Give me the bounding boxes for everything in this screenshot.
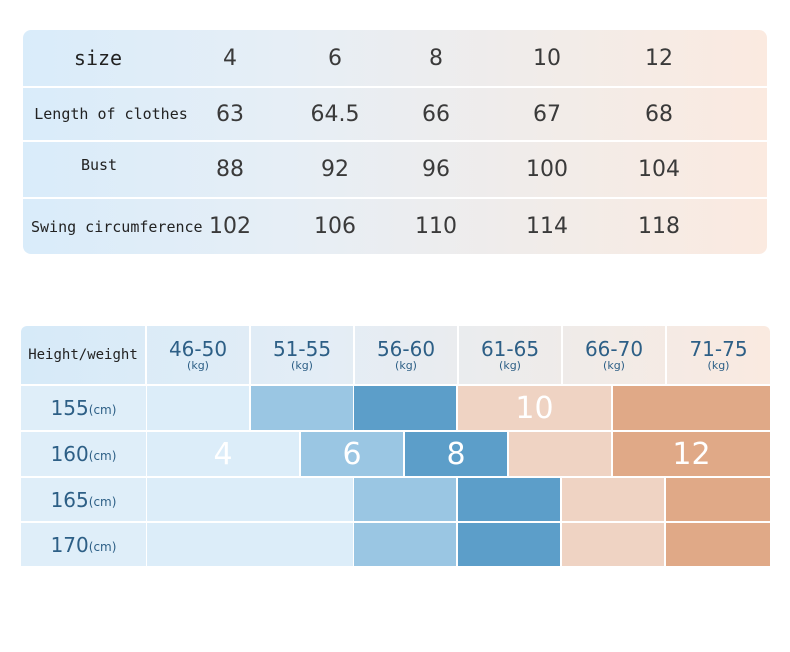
size-label-12: 12 — [672, 436, 711, 472]
size-value: 114 — [526, 214, 568, 239]
weight-header: 56-60 (kg) — [355, 326, 457, 384]
size-block-12 — [666, 523, 770, 566]
size-value: 63 — [216, 101, 244, 127]
row-divider — [23, 86, 767, 88]
weight-unit: (kg) — [291, 359, 313, 372]
size-value: 102 — [209, 214, 251, 239]
size-block-10 — [562, 523, 664, 566]
size-header-label: size — [73, 46, 123, 70]
size-header-cell: 4 — [223, 45, 237, 71]
size-value: 64.5 — [310, 101, 360, 127]
size-block-4 — [147, 386, 249, 430]
column-divider — [665, 326, 667, 384]
weight-range: 71-75 — [689, 337, 748, 361]
size-block-4: 4 — [147, 432, 299, 476]
corner-label: Height/weight — [28, 347, 138, 363]
size-header-cell: 6 — [328, 45, 342, 71]
size-label-6: 6 — [342, 436, 362, 472]
weight-range: 46-50 — [168, 337, 228, 361]
row-label: Swing circumference — [31, 217, 203, 236]
size-block-10: 10 — [458, 386, 611, 430]
column-divider — [561, 326, 563, 384]
size-block-12 — [666, 478, 770, 521]
height-unit: (cm) — [88, 449, 117, 463]
row-label: Length of clothes — [34, 105, 188, 123]
height-value: 155 — [50, 396, 89, 420]
size-header-cell: 8 — [429, 45, 443, 71]
row-label: Bust — [80, 156, 118, 174]
size-header-cell: 12 — [645, 45, 673, 71]
weight-unit: (kg) — [499, 359, 521, 372]
size-value: 106 — [314, 214, 356, 239]
height-label: 165 (cm) — [21, 478, 146, 521]
weight-unit: (kg) — [603, 359, 625, 372]
weight-range: 61-65 — [480, 337, 540, 361]
size-value: 67 — [533, 101, 561, 127]
size-row-bust: Bust 88 92 96 100 104 — [23, 142, 767, 197]
size-block-4 — [147, 523, 353, 566]
weight-range: 66-70 — [584, 337, 644, 361]
size-header-row: size 4 6 8 10 12 — [23, 30, 767, 86]
height-label: 170 (cm) — [21, 523, 146, 566]
size-label-4: 4 — [213, 436, 233, 472]
height-unit: (cm) — [88, 494, 117, 509]
size-row-length: Length of clothes 63 64.5 66 67 68 — [23, 88, 767, 140]
weight-unit: (kg) — [707, 359, 730, 372]
weight-unit: (kg) — [187, 359, 209, 372]
row-divider — [23, 140, 767, 142]
size-block-10 — [562, 478, 664, 521]
weight-header: 61-65 (kg) — [459, 326, 561, 384]
size-block-8 — [458, 523, 560, 566]
size-block-8 — [458, 478, 560, 521]
size-value: 68 — [645, 101, 673, 127]
height-unit: (cm) — [88, 539, 117, 554]
size-header-cell: 10 — [533, 45, 561, 71]
column-divider — [145, 326, 147, 384]
height-label: 155 (cm) — [21, 386, 146, 430]
size-value: 110 — [415, 214, 457, 239]
size-label-8: 8 — [446, 436, 466, 472]
size-block-4 — [147, 478, 353, 521]
column-divider — [457, 326, 459, 384]
size-table: size 4 6 8 10 12 Length of clothes 63 64… — [23, 30, 767, 254]
size-block-6 — [251, 386, 353, 430]
height-unit: (cm) — [88, 403, 117, 417]
size-value: 88 — [216, 157, 244, 182]
weight-header: 71-75 (kg) — [667, 326, 770, 384]
size-value: 118 — [638, 214, 680, 239]
height-value: 165 — [50, 487, 89, 512]
column-divider — [353, 326, 355, 384]
size-value: 92 — [321, 157, 349, 182]
column-divider — [249, 326, 251, 384]
size-block-8: 8 — [405, 432, 507, 476]
size-value: 104 — [638, 157, 680, 182]
size-block-6: 6 — [301, 432, 403, 476]
row-divider — [23, 197, 767, 199]
size-block-6 — [354, 478, 456, 521]
size-block-12 — [613, 386, 770, 430]
height-value: 170 — [50, 532, 89, 557]
size-block-6 — [354, 523, 456, 566]
size-block-10 — [509, 432, 611, 476]
size-value: 66 — [422, 101, 450, 127]
weight-range: 56-60 — [376, 337, 436, 361]
weight-unit: (kg) — [395, 359, 417, 372]
size-label-10: 10 — [515, 390, 554, 426]
weight-header: 66-70 (kg) — [563, 326, 665, 384]
size-value: 96 — [422, 157, 450, 182]
weight-header: 46-50 (kg) — [147, 326, 249, 384]
size-block-8 — [354, 386, 456, 430]
weight-header: 51-55 (kg) — [251, 326, 353, 384]
size-row-swing: Swing circumference 102 106 110 114 118 — [23, 199, 767, 254]
height-label: 160 (cm) — [21, 432, 146, 476]
size-value: 100 — [526, 157, 568, 182]
weight-range: 51-55 — [272, 337, 332, 361]
size-block-12: 12 — [613, 432, 770, 476]
height-value: 160 — [50, 442, 89, 466]
